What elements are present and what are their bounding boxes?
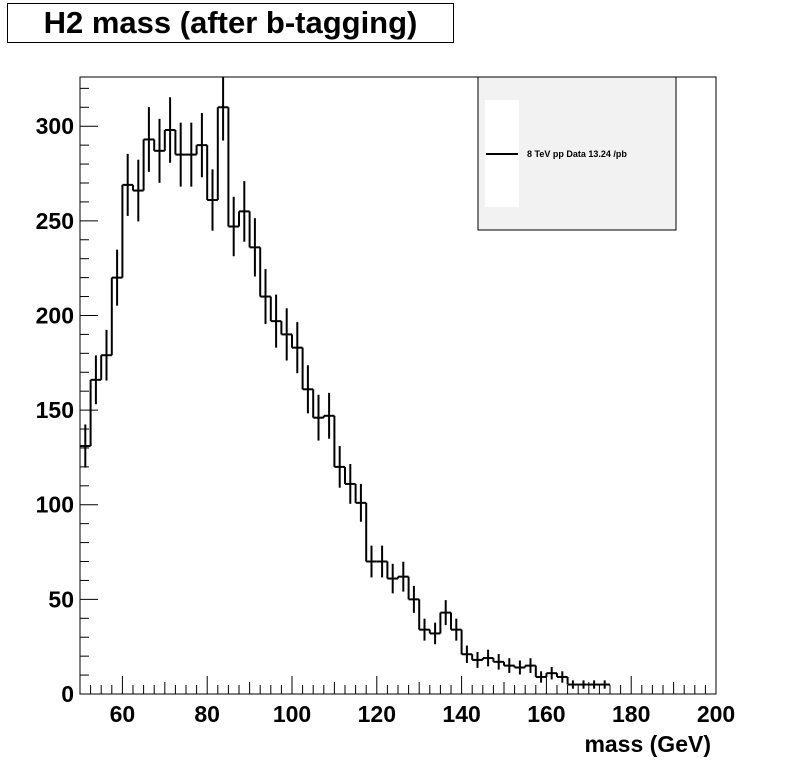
x-tick-label: 140 — [442, 701, 480, 727]
x-tick-label: 60 — [110, 701, 136, 727]
y-tick-label: 0 — [61, 681, 74, 707]
chart-title-box: H2 mass (after b-tagging) — [7, 3, 454, 43]
axes: 60 80 100 120 140 160 180 200 0 50 100 150 200 250 300 — [36, 87, 735, 727]
y-tick-label: 300 — [36, 113, 74, 139]
y-tick-label: 250 — [36, 208, 74, 234]
x-tick-label: 160 — [527, 701, 565, 727]
chart-title: H2 mass (after b-tagging) — [43, 5, 418, 40]
histogram-bars — [80, 106, 610, 686]
legend: 8 TeV pp Data 13.24 /pb — [477, 76, 677, 231]
legend-entry-label: 8 TeV pp Data 13.24 /pb — [527, 149, 627, 159]
x-tick-label: 120 — [358, 701, 396, 727]
x-axis-title: mass (GeV) — [584, 731, 711, 757]
y-tick-label: 100 — [36, 492, 74, 518]
x-tick-label: 180 — [612, 701, 650, 727]
x-tick-label: 80 — [194, 701, 220, 727]
x-tick-label: 200 — [697, 701, 735, 727]
y-tick-label: 50 — [48, 586, 74, 612]
y-tick-label: 150 — [36, 397, 74, 423]
x-tick-label: 100 — [273, 701, 311, 727]
y-tick-label: 200 — [36, 302, 74, 328]
